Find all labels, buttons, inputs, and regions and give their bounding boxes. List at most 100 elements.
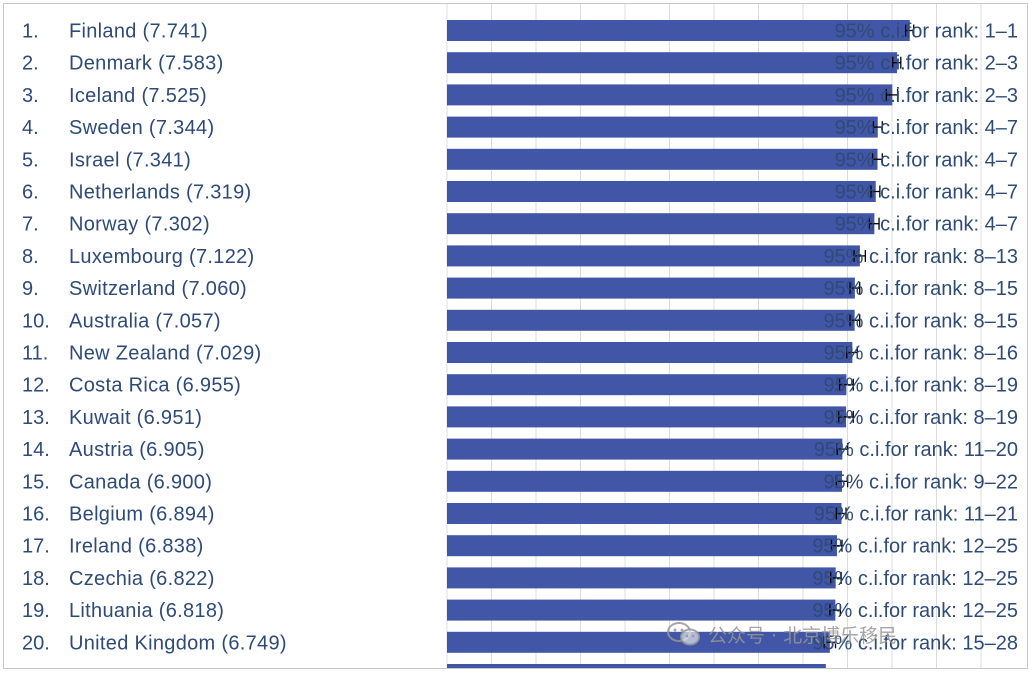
country-label: Norway (7.302) bbox=[69, 214, 210, 236]
error-bar bbox=[872, 121, 883, 134]
ci-rank-label: 95% c.i.for rank: 8–19 bbox=[823, 407, 1018, 429]
rank-number: 6. bbox=[22, 182, 39, 204]
country-label: Australia (7.057) bbox=[69, 310, 221, 332]
error-bar bbox=[849, 282, 861, 295]
rank-number: 5. bbox=[22, 149, 39, 171]
rank-number: 17. bbox=[22, 536, 50, 558]
error-bar bbox=[904, 24, 915, 37]
ci-rank-label: 95% c.i.for rank: 15–28 bbox=[812, 632, 1018, 654]
country-label: Denmark (7.583) bbox=[69, 53, 224, 75]
rank-number: 2. bbox=[22, 53, 39, 75]
rank-number: 18. bbox=[22, 568, 50, 590]
country-label: Luxembourg (7.122) bbox=[69, 246, 255, 268]
bar bbox=[447, 438, 843, 460]
rank-number: 3. bbox=[22, 85, 39, 107]
error-bar bbox=[868, 217, 880, 230]
error-bar bbox=[870, 185, 881, 198]
error-bar bbox=[838, 378, 854, 391]
error-bar bbox=[829, 604, 842, 617]
ci-rank-label: 95% c.i.for rank: 2–3 bbox=[835, 53, 1018, 75]
bar bbox=[447, 277, 855, 299]
country-label: Netherlands (7.319) bbox=[69, 182, 251, 204]
bar-partial bbox=[447, 664, 826, 668]
bar bbox=[447, 406, 847, 428]
bar bbox=[447, 342, 853, 363]
country-label: Austria (6.905) bbox=[69, 439, 205, 461]
bar bbox=[447, 631, 830, 653]
rank-number: 4. bbox=[22, 117, 39, 139]
bar bbox=[447, 181, 876, 202]
rank-number: 12. bbox=[22, 375, 50, 397]
rank-number: 16. bbox=[22, 504, 50, 526]
error-bar bbox=[892, 56, 902, 69]
country-label: Finland (7.741) bbox=[69, 21, 208, 43]
bar bbox=[447, 567, 836, 589]
rank-number: 10. bbox=[22, 310, 50, 332]
error-bar bbox=[849, 314, 861, 327]
bar bbox=[447, 20, 910, 41]
country-label: New Zealand (7.029) bbox=[69, 343, 261, 365]
country-label: Iceland (7.525) bbox=[69, 85, 207, 107]
ci-rank-label: 95% c.i.for rank: 12–25 bbox=[812, 600, 1018, 622]
error-bar bbox=[835, 507, 847, 520]
country-label: Israel (7.341) bbox=[69, 149, 191, 171]
rank-number: 7. bbox=[22, 214, 39, 236]
bar bbox=[447, 599, 836, 621]
error-bar bbox=[836, 443, 849, 456]
country-label: Lithuania (6.818) bbox=[69, 600, 224, 622]
chart-frame: 1. Finland (7.741) 95% c.i.for rank: 1–1 2.… bbox=[3, 3, 1028, 669]
ci-rank-label: 95% c.i.for rank: 1–1 bbox=[835, 21, 1018, 43]
rank-number: 11. bbox=[22, 343, 48, 365]
country-label: United Kingdom (6.749) bbox=[69, 632, 287, 654]
bar bbox=[447, 245, 860, 267]
error-bar bbox=[830, 539, 843, 552]
gridlines bbox=[446, 4, 982, 668]
ci-rank-label: 95% c.i.for rank: 4–7 bbox=[835, 149, 1018, 171]
ci-rank-label: 95% c.i.for rank: 9–22 bbox=[823, 471, 1018, 493]
rank-number: 14. bbox=[22, 439, 50, 461]
ci-rank-label: 95% c.i.for rank: 4–7 bbox=[835, 117, 1018, 139]
error-bar bbox=[835, 475, 849, 488]
country-label: Canada (6.900) bbox=[69, 471, 212, 493]
error-bar bbox=[838, 410, 854, 423]
ci-rank-label: 95% c.i.for rank: 8–16 bbox=[823, 343, 1018, 365]
country-label: Switzerland (7.060) bbox=[69, 278, 247, 300]
country-label: Costa Rica (6.955) bbox=[69, 375, 241, 397]
rank-number: 1. bbox=[22, 21, 39, 43]
country-label: Belgium (6.894) bbox=[69, 504, 215, 526]
rank-number: 19. bbox=[22, 600, 50, 622]
bar bbox=[447, 503, 842, 524]
error-bar bbox=[871, 153, 883, 166]
bar bbox=[447, 374, 847, 396]
ci-rank-label: 95% c.i.for rank: 8–15 bbox=[823, 310, 1018, 332]
rank-number: 9. bbox=[22, 278, 39, 300]
error-bar bbox=[853, 249, 866, 262]
ci-rank-label: 95% c.i.for rank: 11–20 bbox=[814, 439, 1018, 461]
rank-number: 13. bbox=[22, 407, 50, 429]
country-label: Ireland (6.838) bbox=[69, 536, 204, 558]
bar bbox=[447, 309, 855, 331]
ci-rank-label: 95% c.i.for rank: 12–25 bbox=[812, 568, 1018, 590]
bars bbox=[447, 20, 915, 668]
ci-rank-label: 95% c.i.for rank: 4–7 bbox=[835, 182, 1018, 204]
rank-number: 15. bbox=[22, 471, 50, 493]
ci-rank-label: 95% c.i.for rank: 11–21 bbox=[814, 504, 1018, 526]
bar bbox=[447, 84, 893, 106]
ci-rank-label: 95% c.i.for rank: 8–13 bbox=[823, 246, 1018, 268]
bar bbox=[447, 535, 837, 557]
country-label: Czechia (6.822) bbox=[69, 568, 215, 590]
row-labels: 1. Finland (7.741) 95% c.i.for rank: 1–1 2.… bbox=[22, 21, 1018, 655]
ci-rank-label: 95% c.i.for rank: 2–3 bbox=[835, 85, 1018, 107]
bar bbox=[447, 148, 878, 170]
ci-rank-label: 95% c.i.for rank: 12–25 bbox=[812, 536, 1018, 558]
bar bbox=[447, 116, 878, 138]
bar bbox=[447, 52, 898, 74]
ranking-bar-chart: 1. Finland (7.741) 95% c.i.for rank: 1–1 2.… bbox=[22, 4, 1018, 668]
country-label: Sweden (7.344) bbox=[69, 117, 214, 139]
rank-number: 20. bbox=[22, 632, 50, 654]
ci-rank-label: 95% c.i.for rank: 8–15 bbox=[823, 278, 1018, 300]
ci-rank-label: 95% c.i.for rank: 8–19 bbox=[823, 375, 1018, 397]
bar bbox=[447, 213, 875, 235]
error-bar bbox=[885, 88, 899, 101]
ci-rank-label: 95% c.i.for rank: 4–7 bbox=[835, 214, 1018, 236]
